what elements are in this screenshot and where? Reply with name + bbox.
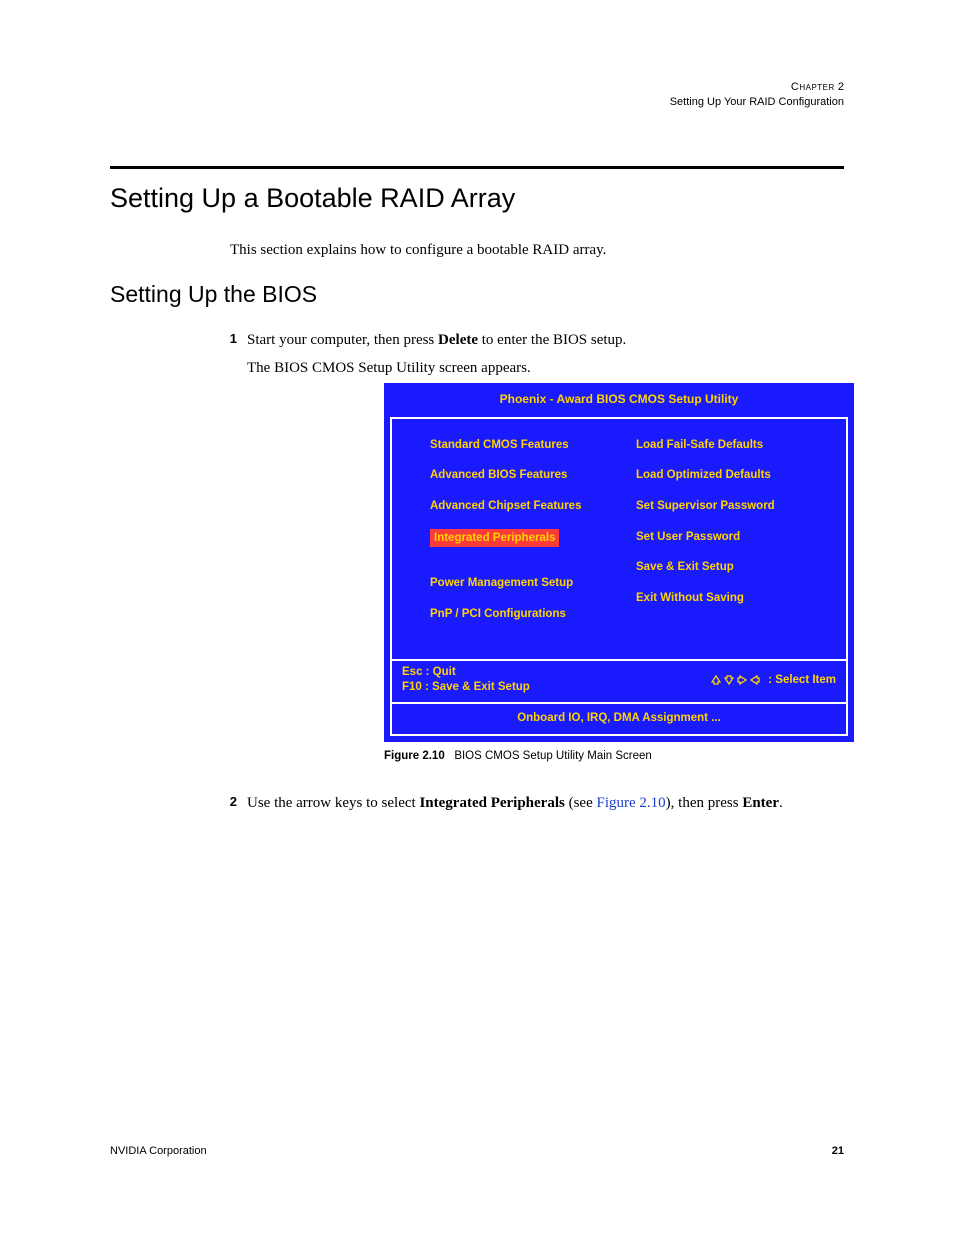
step-1: 1 Start your computer, then press Delete… (215, 330, 844, 765)
bios-menu-item[interactable]: Exit Without Saving (636, 590, 832, 607)
section-subtitle: Setting Up the BIOS (110, 281, 844, 308)
bios-menu-panel: Standard CMOS Features Advanced BIOS Fea… (390, 417, 848, 661)
bios-menu-item[interactable]: Set User Password (636, 529, 832, 546)
bios-hints-left: Esc : Quit F10 : Save & Exit Setup (402, 665, 711, 696)
bios-menu-item[interactable]: PnP / PCI Configurations (430, 606, 626, 623)
bios-title: Phoenix - Award BIOS CMOS Setup Utility (386, 385, 852, 416)
bios-screen: Phoenix - Award BIOS CMOS Setup Utility … (384, 383, 854, 742)
bios-figure: Phoenix - Award BIOS CMOS Setup Utility … (384, 383, 844, 765)
steps-list: 1 Start your computer, then press Delete… (215, 330, 844, 815)
bios-menu-item[interactable]: Advanced BIOS Features (430, 467, 626, 484)
figure-label: Figure 2.10 (384, 750, 445, 762)
step-number: 2 (215, 793, 237, 812)
chapter-line: Chapter 2 (110, 80, 844, 95)
page-title: Setting Up a Bootable RAID Array (110, 183, 844, 214)
step-text: Use the arrow keys to select Integrated … (247, 795, 783, 811)
bios-menu-item[interactable]: Set Supervisor Password (636, 498, 832, 515)
page: Chapter 2 Setting Up Your RAID Configura… (0, 0, 954, 1235)
bios-right-column: Load Fail-Safe Defaults Load Optimized D… (626, 437, 832, 637)
figure-caption: Figure 2.10 BIOS CMOS Setup Utility Main… (384, 748, 844, 765)
bios-menu-item[interactable]: Save & Exit Setup (636, 559, 832, 576)
arrow-up-icon (711, 675, 721, 685)
arrow-left-icon (750, 675, 760, 685)
figure-link[interactable]: Figure 2.10 (597, 795, 666, 811)
bios-menu-item[interactable]: Load Optimized Defaults (636, 467, 832, 484)
page-footer: NVIDIA Corporation 21 (110, 1145, 844, 1157)
page-header: Chapter 2 Setting Up Your RAID Configura… (110, 80, 844, 111)
arrow-down-icon (724, 675, 734, 685)
bios-menu-item-selected[interactable]: Integrated Peripherals (430, 529, 559, 548)
arrow-icons (711, 675, 760, 685)
step-subtext: The BIOS CMOS Setup Utility screen appea… (247, 358, 844, 380)
intro-text: This section explains how to configure a… (230, 242, 844, 259)
arrow-right-icon (737, 675, 747, 685)
step-2: 2 Use the arrow keys to select Integrate… (215, 793, 844, 815)
chapter-number: 2 (838, 81, 844, 93)
step-number: 1 (215, 330, 237, 349)
bios-left-column: Standard CMOS Features Advanced BIOS Fea… (430, 437, 626, 637)
bios-menu-item[interactable]: Load Fail-Safe Defaults (636, 437, 832, 454)
bios-menu-item[interactable]: Standard CMOS Features (430, 437, 626, 454)
bios-hints-right: : Select Item (711, 672, 836, 689)
horizontal-rule (110, 166, 844, 169)
page-number: 21 (832, 1145, 844, 1157)
bios-menu-item[interactable]: Advanced Chipset Features (430, 498, 626, 515)
figure-caption-text: BIOS CMOS Setup Utility Main Screen (454, 750, 651, 762)
step-text: Start your computer, then press Delete t… (247, 332, 626, 348)
bios-menu-item[interactable]: Power Management Setup (430, 575, 626, 592)
bios-description: Onboard IO, IRQ, DMA Assignment ... (390, 704, 848, 737)
footer-company: NVIDIA Corporation (110, 1145, 207, 1157)
chapter-label: Chapter (791, 81, 835, 93)
chapter-title: Setting Up Your RAID Configuration (110, 95, 844, 110)
bios-hints-bar: Esc : Quit F10 : Save & Exit Setup : Sel… (390, 661, 848, 704)
